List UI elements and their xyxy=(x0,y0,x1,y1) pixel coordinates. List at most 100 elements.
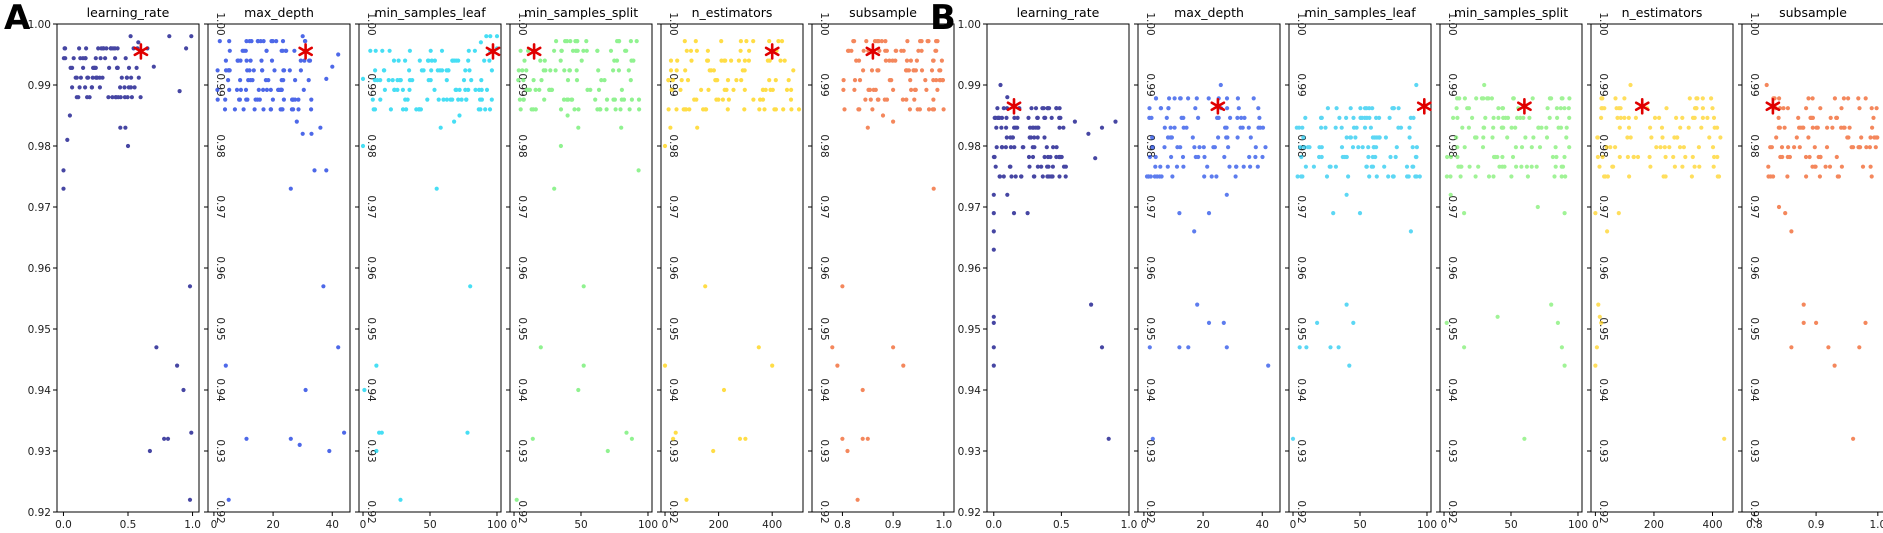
trial-point xyxy=(246,78,251,83)
y-tick-label: 0.92 xyxy=(365,500,377,523)
trial-point xyxy=(636,97,642,102)
trial-point xyxy=(562,68,567,73)
trial-point xyxy=(751,97,756,102)
trial-point xyxy=(624,430,629,435)
trial-point xyxy=(279,48,284,53)
trial-point xyxy=(930,107,935,112)
trial-point xyxy=(529,107,534,112)
trial-point xyxy=(1147,106,1152,111)
trial-point xyxy=(1035,135,1040,140)
trial-point xyxy=(542,58,547,63)
trial-point xyxy=(283,48,288,53)
y-tick-label: 0.92 xyxy=(667,500,679,523)
trial-point xyxy=(883,39,888,44)
trial-point xyxy=(1266,363,1271,368)
trial-point xyxy=(1414,82,1419,88)
trial-point xyxy=(378,97,383,102)
y-tick-label: 0.92 xyxy=(1144,500,1156,523)
trial-point xyxy=(524,68,529,73)
trial-point xyxy=(1597,164,1602,169)
trial-point xyxy=(1045,164,1050,169)
trial-point xyxy=(1559,96,1564,101)
trial-point xyxy=(860,387,865,393)
trial-point xyxy=(1021,145,1026,150)
trial-point xyxy=(1559,164,1564,169)
trial-point xyxy=(1696,145,1701,150)
trial-point xyxy=(916,48,921,53)
y-tick-label: 0.99 xyxy=(1144,73,1156,96)
trial-point xyxy=(1566,106,1571,111)
trial-point xyxy=(90,75,95,80)
y-tick-label: 1.00 xyxy=(365,12,377,35)
trial-point xyxy=(1562,154,1567,160)
trial-point xyxy=(670,78,676,83)
y-tick-label: 1.00 xyxy=(1446,12,1458,35)
trial-point xyxy=(1595,154,1600,160)
trial-point xyxy=(1680,164,1685,169)
trial-point xyxy=(387,48,392,53)
trial-point xyxy=(1113,119,1118,124)
trial-point xyxy=(1235,96,1240,101)
trial-point xyxy=(287,68,292,73)
trial-point xyxy=(119,75,124,80)
trial-point xyxy=(294,119,299,124)
trial-point xyxy=(1622,115,1627,120)
y-tick-label: 0.96 xyxy=(1295,256,1307,280)
trial-point xyxy=(1413,174,1418,179)
trial-point xyxy=(1216,135,1221,140)
trial-point xyxy=(234,87,240,92)
trial-point xyxy=(1169,135,1174,140)
trial-point xyxy=(737,436,743,441)
trial-point xyxy=(122,85,127,90)
y-tick-label: 1.00 xyxy=(1597,12,1609,35)
trial-point xyxy=(1235,115,1240,120)
trial-point xyxy=(855,497,860,502)
trial-point xyxy=(400,87,405,92)
trial-point xyxy=(1043,115,1048,120)
trial-point xyxy=(527,87,533,92)
trial-point xyxy=(1234,164,1239,169)
trial-point xyxy=(372,78,377,83)
subplot-n-estimators: n_estimators 0.92 0.93 0.94 0.95 0.96 0.97 0.98… xyxy=(1587,5,1734,531)
trial-point xyxy=(1604,145,1609,150)
trial-point xyxy=(128,34,133,39)
x-tick-label: 0 xyxy=(1592,519,1599,531)
subplot-title: learning_rate xyxy=(87,5,170,20)
trial-point xyxy=(293,78,298,83)
trial-point xyxy=(919,39,924,44)
y-tick-label: 0.94 xyxy=(1748,378,1760,402)
best-marker xyxy=(485,43,501,60)
trial-point xyxy=(1501,115,1506,120)
trial-point xyxy=(482,58,487,63)
trial-point xyxy=(1563,174,1568,179)
trial-point xyxy=(1196,115,1201,120)
trial-point xyxy=(309,97,314,102)
trial-point xyxy=(466,87,471,92)
trial-point xyxy=(575,39,580,44)
trial-point xyxy=(756,345,761,350)
points xyxy=(662,39,802,502)
trial-point xyxy=(1839,164,1844,169)
trial-point xyxy=(1364,164,1369,169)
trial-point xyxy=(605,448,610,454)
trial-point xyxy=(637,107,642,112)
trial-point xyxy=(1718,135,1723,140)
trial-point xyxy=(483,107,488,112)
trial-point xyxy=(576,125,581,130)
trial-point xyxy=(1804,174,1809,179)
trial-point xyxy=(767,39,772,44)
trial-point xyxy=(312,168,317,173)
trial-point xyxy=(1297,345,1302,350)
y-tick-label: 0.94 xyxy=(1597,378,1609,402)
trial-point xyxy=(181,387,186,393)
y-tick-label: 0.95 xyxy=(365,317,377,340)
trial-point xyxy=(444,78,449,83)
trial-point xyxy=(1780,154,1785,160)
trial-point xyxy=(1486,174,1492,179)
trial-point xyxy=(685,78,691,83)
trial-point xyxy=(941,107,946,112)
trial-point xyxy=(1348,106,1353,111)
y-tick-label: 0.95 xyxy=(818,317,830,340)
trial-point xyxy=(1390,106,1395,111)
trial-point xyxy=(742,87,747,92)
